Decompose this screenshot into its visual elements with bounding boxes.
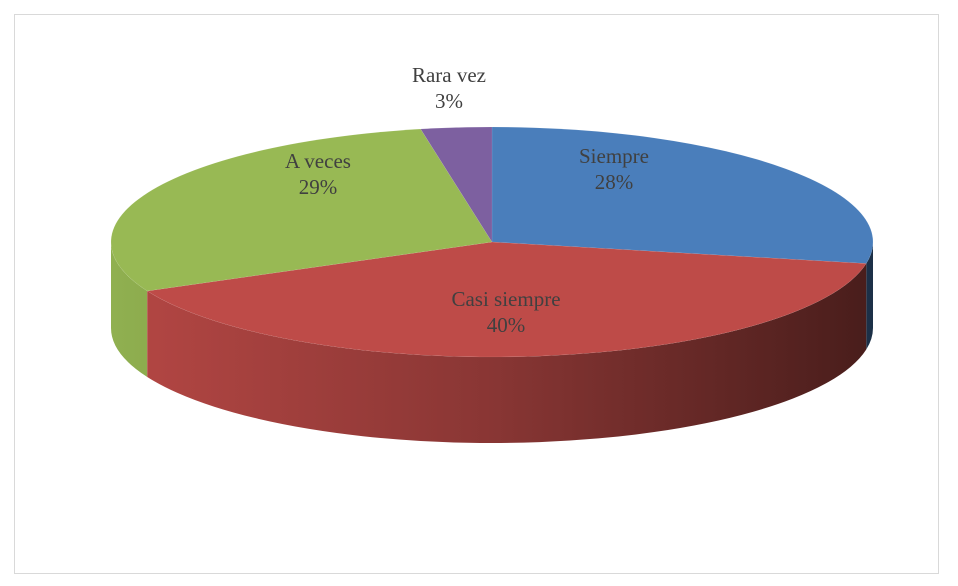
slice-label-rara-vez: Rara vez (412, 63, 486, 87)
pie-slice-casi-siempre (146, 241, 867, 358)
slice-label-casi-siempre: Casi siempre (451, 287, 560, 311)
pie-slice-siempre (491, 126, 874, 264)
slice-value-siempre: 28% (595, 170, 634, 194)
pie-tops (110, 126, 874, 358)
pie-side-siempre (866, 242, 873, 350)
slice-label-a-veces: A veces (285, 149, 351, 173)
pie-side-casi-siempre (147, 263, 867, 443)
slice-value-casi-siempre: 40% (487, 313, 526, 337)
slice-label-siempre: Siempre (579, 144, 649, 168)
pie-sides (111, 242, 873, 443)
pie-slice-rara-vez (420, 126, 493, 243)
pie-slice-a-veces (110, 128, 493, 292)
pie-side-a-veces (111, 242, 148, 377)
slice-value-rara-vez: 3% (435, 89, 463, 113)
slice-value-a-veces: 29% (299, 175, 338, 199)
